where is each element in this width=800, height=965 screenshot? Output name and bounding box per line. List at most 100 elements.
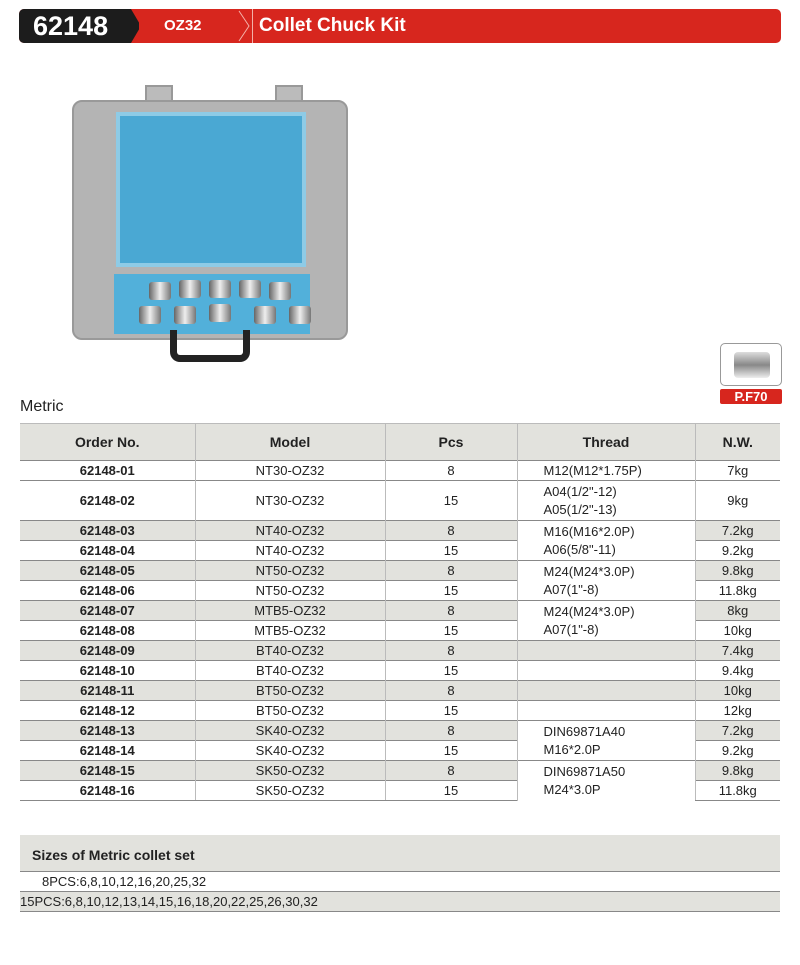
table-row: 62148-13 SK40-OZ32 8 DIN69871A40 M16*2.0P 7.2…	[20, 720, 780, 761]
table-row: 62148-10 BT40-OZ32 15 9.4kg	[20, 660, 780, 681]
thread-line: DIN69871A50	[543, 763, 626, 779]
sizes-title: Sizes of Metric collet set	[20, 835, 780, 872]
table-row: 62148-14 SK40-OZ32 15 9.2kg	[20, 740, 780, 761]
collet-sizes-section: Sizes of Metric collet set 8PCS:6,8,10,1…	[20, 835, 780, 912]
order-no: 62148-13	[20, 720, 195, 741]
thread-line: A05(1/2"-13)	[543, 501, 617, 517]
model: BT50-OZ32	[194, 680, 385, 701]
model: SK40-OZ32	[194, 720, 385, 741]
pcs: 8	[384, 640, 517, 661]
table-row: 62148-01 NT30-OZ32 8 M12(M12*1.75P) 7kg	[20, 460, 780, 481]
order-no: 62148-01	[20, 460, 195, 481]
pcs: 8	[384, 600, 517, 621]
thread-line: M16(M16*2.0P)	[543, 523, 635, 539]
thread: M24(M24*3.0P) A07(1"-8)	[516, 600, 695, 641]
model: NT40-OZ32	[194, 520, 385, 541]
table-row: 62148-06 NT50-OZ32 15 11.8kg	[20, 580, 780, 601]
chevron-separator-icon	[237, 9, 253, 43]
spec-table: Order No. Model Pcs Thread N.W. 62148-01…	[20, 423, 780, 801]
sizes-row-15pcs: 15PCS:6,8,10,12,13,14,15,16,18,20,22,25,…	[20, 892, 780, 912]
pcs: 8	[384, 760, 517, 781]
order-no: 62148-14	[20, 740, 195, 761]
model: NT40-OZ32	[194, 540, 385, 561]
table-row: 62148-11 BT50-OZ32 8 10kg	[20, 680, 780, 701]
net-weight: 7.2kg	[694, 520, 780, 541]
model: SK50-OZ32	[194, 760, 385, 781]
net-weight: 9.8kg	[694, 760, 780, 781]
pcs: 15	[384, 740, 517, 761]
pcs: 8	[384, 560, 517, 581]
thread	[516, 700, 695, 721]
table-row: 62148-08 MTB5-OZ32 15 10kg	[20, 620, 780, 641]
model: NT50-OZ32	[194, 560, 385, 581]
thread-line: M12(M12*1.75P)	[543, 462, 642, 478]
table-row: 62148-04 NT40-OZ32 15 9.2kg	[20, 540, 780, 561]
header-pcs: Pcs	[384, 423, 517, 461]
header-order-no: Order No.	[20, 423, 195, 461]
header-nw: N.W.	[694, 423, 780, 461]
order-no: 62148-15	[20, 760, 195, 781]
table-row: 62148-12 BT50-OZ32 15 12kg	[20, 700, 780, 721]
order-no: 62148-09	[20, 640, 195, 661]
pcs: 15	[384, 540, 517, 561]
thread	[516, 640, 695, 661]
order-no: 62148-04	[20, 540, 195, 561]
table-row: 62148-05 NT50-OZ32 8 M24(M24*3.0P) A07(1"-8)…	[20, 560, 780, 601]
order-no: 62148-05	[20, 560, 195, 581]
thread: DIN69871A50 M24*3.0P	[516, 760, 695, 801]
order-no: 62148-11	[20, 680, 195, 701]
order-no: 62148-07	[20, 600, 195, 621]
collet-chuck-kit-image	[70, 85, 350, 370]
header-model: Model	[194, 423, 385, 461]
section-label: Metric	[20, 398, 64, 415]
page-ref-badge: P.F70	[720, 389, 782, 404]
thread-line: A07(1"-8)	[543, 621, 599, 637]
thread-line: A06(5/8"-11)	[543, 541, 616, 557]
title-banner: 62148 OZ32 Collet Chuck Kit	[19, 9, 781, 43]
model: BT50-OZ32	[194, 700, 385, 721]
pcs: 15	[384, 580, 517, 601]
net-weight: 11.8kg	[694, 780, 780, 801]
pcs: 15	[384, 700, 517, 721]
model: SK50-OZ32	[194, 780, 385, 801]
pcs: 15	[384, 480, 517, 521]
thread-line: M16*2.0P	[543, 741, 601, 757]
table-row: 62148-03 NT40-OZ32 8 M16(M16*2.0P) A06(5/8"-…	[20, 520, 780, 561]
model: MTB5-OZ32	[194, 620, 385, 641]
thread: M12(M12*1.75P)	[516, 460, 695, 481]
order-no: 62148-08	[20, 620, 195, 641]
pcs: 15	[384, 620, 517, 641]
thread	[516, 660, 695, 681]
table-row: 62148-16 SK50-OZ32 15 11.8kg	[20, 780, 780, 801]
order-no: 62148-10	[20, 660, 195, 681]
order-no: 62148-16	[20, 780, 195, 801]
net-weight: 7.4kg	[694, 640, 780, 661]
model: BT40-OZ32	[194, 640, 385, 661]
net-weight: 9.2kg	[694, 740, 780, 761]
table-row: 62148-09 BT40-OZ32 8 7.4kg	[20, 640, 780, 661]
thread-line: M24(M24*3.0P)	[543, 563, 635, 579]
table-row: 62148-02 NT30-OZ32 15 A04(1/2"-12) A05(1/2"-…	[20, 480, 780, 521]
net-weight: 8kg	[694, 600, 780, 621]
product-code: 62148	[19, 9, 139, 43]
sizes-row-8pcs: 8PCS:6,8,10,12,16,20,25,32	[20, 872, 780, 892]
net-weight: 9kg	[694, 480, 780, 521]
net-weight: 9.8kg	[694, 560, 780, 581]
page-title: Collet Chuck Kit	[259, 15, 406, 36]
net-weight: 7.2kg	[694, 720, 780, 741]
model: NT50-OZ32	[194, 580, 385, 601]
thread-line: A07(1"-8)	[543, 581, 599, 597]
pcs: 8	[384, 520, 517, 541]
model: NT30-OZ32	[194, 480, 385, 521]
thread-line: M24(M24*3.0P)	[543, 603, 635, 619]
pcs: 8	[384, 720, 517, 741]
thread	[516, 680, 695, 701]
net-weight: 10kg	[694, 680, 780, 701]
net-weight: 7kg	[694, 460, 780, 481]
thread: DIN69871A40 M16*2.0P	[516, 720, 695, 761]
order-no: 62148-02	[20, 480, 195, 521]
model: MTB5-OZ32	[194, 600, 385, 621]
table-row: 62148-07 MTB5-OZ32 8 M24(M24*3.0P) A07(1"-8)…	[20, 600, 780, 641]
thread-line: A04(1/2"-12)	[543, 483, 617, 499]
thread: M16(M16*2.0P) A06(5/8"-11)	[516, 520, 695, 561]
